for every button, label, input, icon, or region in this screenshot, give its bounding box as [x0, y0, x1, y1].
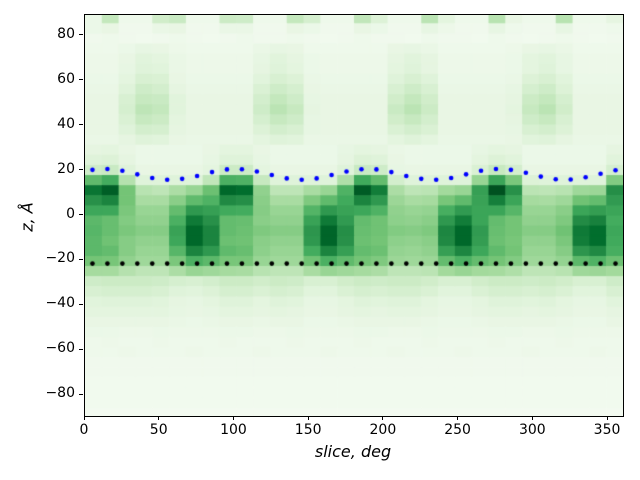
- y-tick-mark: [79, 348, 83, 350]
- heatmap-canvas: [85, 15, 623, 416]
- y-tick-label: 0: [66, 205, 75, 222]
- x-tick-mark: [83, 416, 85, 420]
- x-tick-mark: [158, 416, 160, 420]
- y-tick-mark: [79, 214, 83, 215]
- y-tick-label: −60: [45, 340, 75, 357]
- x-tick-mark: [382, 416, 384, 420]
- x-tick-label: 200: [369, 422, 397, 438]
- x-tick-label: 100: [220, 422, 247, 438]
- y-tick-label: −80: [45, 385, 75, 402]
- y-tick-label: 20: [57, 160, 75, 177]
- y-tick-label: 40: [57, 115, 75, 132]
- plot-area: [84, 14, 624, 417]
- y-tick-mark: [79, 79, 83, 81]
- x-tick-mark: [232, 416, 234, 420]
- x-axis-label: slice, deg: [314, 442, 392, 461]
- x-tick-mark: [457, 416, 459, 420]
- x-tick-label: 250: [444, 422, 471, 438]
- y-tick-label: 60: [57, 70, 75, 87]
- y-tick-mark: [79, 393, 83, 395]
- x-tick-label: 0: [79, 422, 89, 438]
- y-tick-mark: [79, 34, 83, 36]
- x-tick-label: 350: [593, 422, 621, 438]
- y-tick-label: −40: [45, 295, 75, 312]
- y-axis-label: z, Å: [17, 202, 37, 232]
- y-tick-mark: [79, 169, 83, 171]
- y-tick-label: −20: [45, 250, 75, 267]
- x-tick-label: 50: [149, 422, 168, 438]
- y-tick-mark: [79, 303, 83, 305]
- x-tick-mark: [531, 416, 533, 420]
- y-tick-label: 80: [57, 25, 75, 42]
- y-tick-mark: [79, 258, 83, 260]
- x-tick-label: 150: [294, 422, 322, 438]
- y-tick-mark: [79, 124, 83, 126]
- x-tick-mark: [307, 416, 309, 420]
- x-tick-label: 300: [518, 422, 546, 438]
- x-tick-mark: [606, 416, 608, 420]
